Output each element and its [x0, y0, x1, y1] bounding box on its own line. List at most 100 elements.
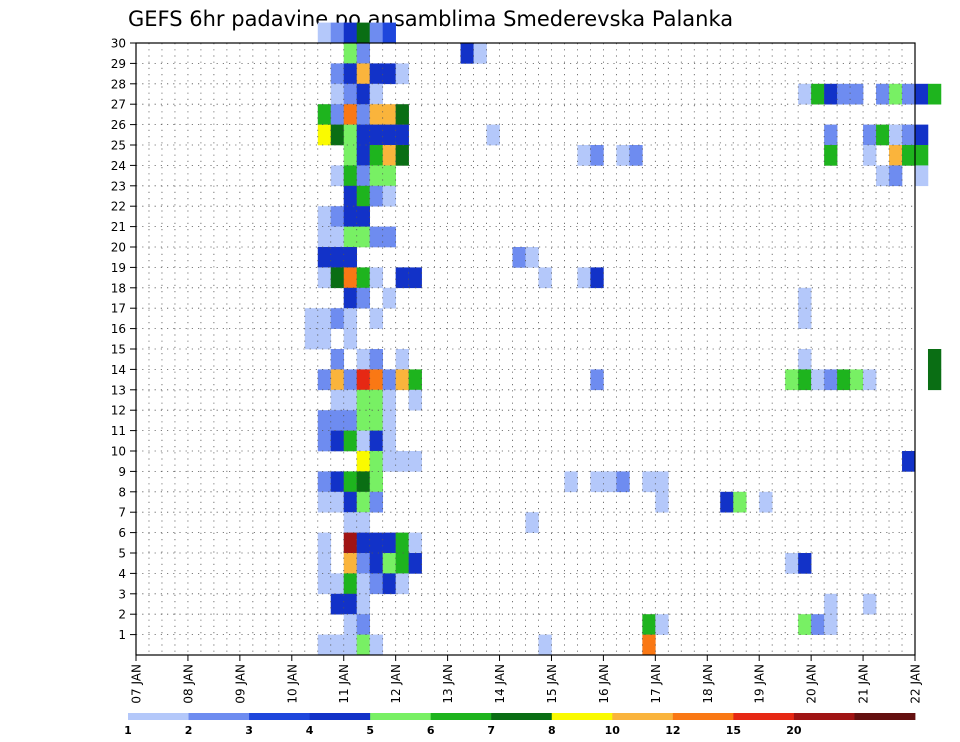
heatmap-cell	[343, 165, 358, 187]
heatmap-cell	[356, 206, 370, 227]
y-tick-label: 14	[111, 363, 126, 377]
heatmap-cell	[590, 471, 604, 493]
heatmap-cell	[330, 104, 345, 125]
heatmap-cell	[356, 267, 370, 289]
heatmap-cell	[330, 573, 345, 595]
heatmap-cell	[382, 287, 396, 309]
heatmap-cell	[382, 389, 396, 411]
heatmap-cell	[642, 634, 656, 656]
heatmap-cell	[382, 124, 396, 146]
y-tick-label: 5	[118, 547, 126, 561]
y-tick-label: 13	[111, 383, 126, 397]
heatmap-cell	[837, 369, 851, 391]
x-tick-label: 15 JAN	[545, 664, 559, 704]
y-tick-label: 24	[111, 159, 126, 173]
heatmap-cell	[330, 308, 345, 329]
heatmap-cell	[408, 389, 422, 411]
heatmap-cell	[317, 369, 332, 391]
legend-swatch	[612, 713, 674, 720]
heatmap-cell	[382, 145, 396, 166]
heatmap-cell	[356, 226, 370, 248]
y-tick-label: 21	[111, 220, 126, 234]
heatmap-cell	[317, 124, 332, 146]
heatmap-cell	[927, 369, 942, 391]
heatmap-cell	[382, 532, 396, 554]
heatmap-cell	[343, 267, 358, 289]
legend-swatch	[128, 713, 189, 720]
heatmap-cell	[317, 634, 332, 656]
heatmap-cell	[343, 410, 358, 431]
heatmap-cell	[824, 593, 838, 615]
heatmap-cell	[369, 471, 383, 493]
heatmap-cell	[330, 22, 345, 44]
heatmap-cell	[382, 104, 396, 125]
heatmap-cell	[356, 553, 370, 574]
heatmap-cell	[811, 369, 825, 391]
heatmap-cell	[642, 614, 656, 635]
heatmap-cell	[408, 532, 422, 554]
legend-label: 20	[786, 724, 802, 737]
heatmap-cell	[863, 593, 877, 615]
heatmap-cell	[395, 145, 409, 166]
heatmap-cell	[356, 287, 370, 309]
heatmap-cell	[525, 512, 539, 533]
heatmap-cell	[395, 349, 409, 370]
heatmap-cell	[343, 43, 358, 64]
heatmap-cell	[382, 22, 396, 44]
legend-swatch	[733, 713, 795, 720]
heatmap-cell	[356, 104, 370, 125]
heatmap-cell	[798, 349, 812, 370]
heatmap-cell	[733, 491, 747, 513]
heatmap-cell	[616, 471, 630, 493]
heatmap-cell	[850, 369, 864, 391]
legend-label: 8	[548, 724, 556, 737]
legend-swatch	[491, 713, 553, 720]
heatmap-cell	[382, 410, 396, 431]
heatmap-cell	[642, 471, 656, 493]
heatmap-cell	[356, 451, 370, 472]
heatmap-cell	[629, 145, 643, 166]
heatmap-cell	[408, 553, 422, 574]
y-tick-label: 1	[118, 628, 126, 642]
legend-swatch	[188, 713, 250, 720]
heatmap-cell	[330, 267, 345, 289]
heatmap-cell	[798, 308, 812, 329]
heatmap-cell	[538, 634, 552, 656]
heatmap-cell	[330, 349, 345, 370]
heatmap-cell	[759, 491, 773, 513]
legend-swatch	[249, 713, 311, 720]
heatmap-cell	[577, 145, 591, 166]
heatmap-cell	[902, 124, 916, 146]
legend-label: 2	[185, 724, 193, 737]
heatmap-cell	[356, 573, 370, 595]
heatmap-cell	[369, 634, 383, 656]
heatmap-cell	[317, 430, 332, 452]
heatmap-cell	[811, 83, 825, 105]
heatmap-cell	[343, 491, 358, 513]
legend-swatch	[793, 713, 855, 720]
heatmap-cell	[343, 308, 358, 329]
y-tick-label: 30	[111, 37, 126, 51]
heatmap-cell	[408, 267, 422, 289]
heatmap-cell	[317, 308, 332, 329]
heatmap-cell	[369, 573, 383, 595]
heatmap-cell	[356, 83, 370, 105]
heatmap-cell	[369, 124, 383, 146]
heatmap-cell	[317, 553, 332, 574]
y-tick-label: 28	[111, 77, 126, 91]
heatmap-cell	[538, 267, 552, 289]
heatmap-cell	[369, 430, 383, 452]
legend-label: 6	[427, 724, 435, 737]
heatmap-cell	[369, 410, 383, 431]
heatmap-cell	[317, 267, 332, 289]
heatmap-cell	[382, 451, 396, 472]
heatmap-cell	[356, 145, 370, 166]
heatmap-cell	[317, 206, 332, 227]
heatmap-cell	[343, 83, 358, 105]
heatmap-cell	[317, 471, 332, 493]
heatmap-cell	[356, 43, 370, 64]
x-tick-label: 07 JAN	[130, 664, 144, 704]
heatmap-cell	[317, 104, 332, 125]
y-tick-label: 11	[111, 424, 126, 438]
